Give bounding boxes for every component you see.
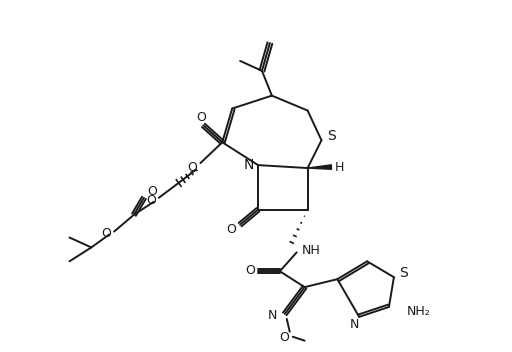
Text: O: O xyxy=(146,194,156,207)
Text: O: O xyxy=(101,227,111,240)
Text: N: N xyxy=(350,318,359,331)
Text: N: N xyxy=(267,309,277,322)
Text: S: S xyxy=(327,129,336,143)
Text: NH₂: NH₂ xyxy=(407,306,431,319)
Text: H: H xyxy=(335,161,344,174)
Text: O: O xyxy=(226,223,236,236)
Text: O: O xyxy=(187,161,198,174)
Text: O: O xyxy=(197,111,206,124)
Text: NH: NH xyxy=(302,244,321,257)
Text: S: S xyxy=(399,266,408,280)
Text: O: O xyxy=(245,264,255,277)
Text: O: O xyxy=(147,186,157,199)
Text: N: N xyxy=(244,158,254,172)
Text: O: O xyxy=(279,331,289,344)
Polygon shape xyxy=(308,165,331,169)
